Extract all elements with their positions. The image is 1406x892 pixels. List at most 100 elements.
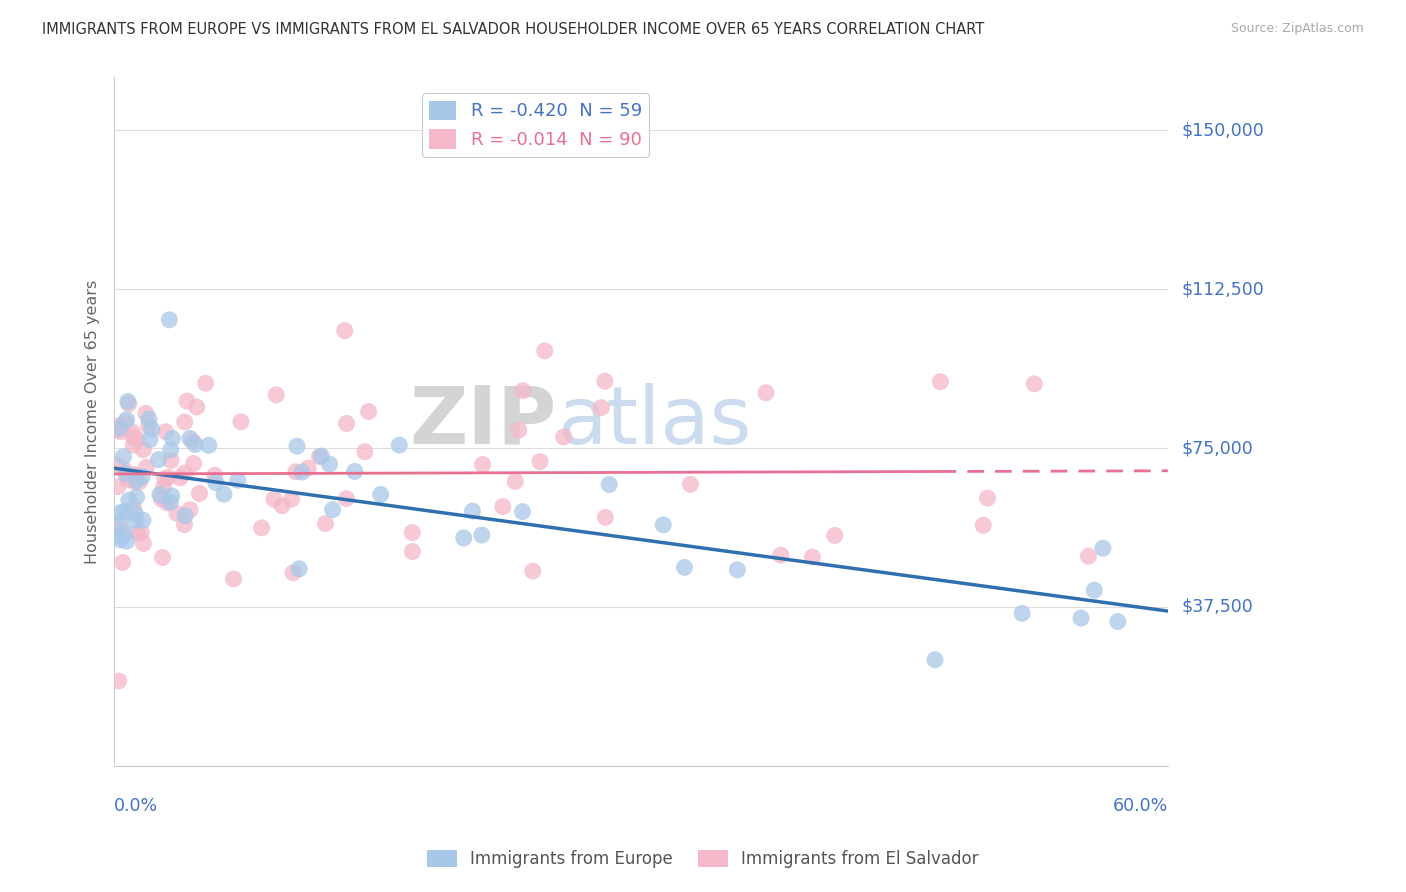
Point xyxy=(115,534,138,549)
Point xyxy=(107,458,129,473)
Point xyxy=(132,513,155,527)
Text: $75,000: $75,000 xyxy=(1181,439,1254,457)
Point xyxy=(194,376,217,391)
Point xyxy=(139,433,162,447)
Point xyxy=(512,384,534,398)
Point xyxy=(471,458,494,472)
Point xyxy=(801,549,824,564)
Point xyxy=(132,536,155,550)
Point xyxy=(972,518,994,533)
Point xyxy=(117,394,139,409)
Point xyxy=(197,438,219,452)
Point xyxy=(149,488,172,502)
Point xyxy=(112,450,135,464)
Point xyxy=(131,525,153,540)
Point xyxy=(122,430,145,444)
Point xyxy=(250,521,273,535)
Point xyxy=(769,548,792,562)
Y-axis label: Householder Income Over 65 years: Householder Income Over 65 years xyxy=(86,279,100,564)
Point xyxy=(173,517,195,532)
Point xyxy=(181,434,204,449)
Point xyxy=(122,438,145,452)
Point xyxy=(124,467,146,482)
Point xyxy=(173,466,195,480)
Point xyxy=(107,423,129,437)
Point xyxy=(124,514,146,528)
Point xyxy=(184,437,207,451)
Point xyxy=(160,489,183,503)
Point xyxy=(183,457,205,471)
Point xyxy=(533,343,555,358)
Point xyxy=(108,421,131,435)
Point xyxy=(157,470,180,484)
Point xyxy=(553,430,575,444)
Point xyxy=(263,492,285,507)
Point xyxy=(353,444,375,458)
Point xyxy=(1083,583,1105,598)
Point xyxy=(114,505,136,519)
Point xyxy=(522,564,544,578)
Text: $112,500: $112,500 xyxy=(1181,280,1264,298)
Point xyxy=(110,522,132,536)
Point xyxy=(204,468,226,483)
Point xyxy=(1011,607,1033,621)
Point xyxy=(824,528,846,542)
Point xyxy=(976,491,998,505)
Point xyxy=(335,491,357,506)
Point xyxy=(401,544,423,558)
Point xyxy=(114,415,136,429)
Point xyxy=(212,487,235,501)
Text: IMMIGRANTS FROM EUROPE VS IMMIGRANTS FROM EL SALVADOR HOUSEHOLDER INCOME OVER 65: IMMIGRANTS FROM EUROPE VS IMMIGRANTS FRO… xyxy=(42,22,984,37)
Point xyxy=(1091,541,1114,556)
Text: atlas: atlas xyxy=(557,383,751,460)
Point xyxy=(174,508,197,523)
Point xyxy=(153,472,176,486)
Point xyxy=(280,492,302,507)
Point xyxy=(159,442,181,457)
Point xyxy=(529,454,551,468)
Point xyxy=(173,415,195,429)
Point xyxy=(125,474,148,488)
Text: $150,000: $150,000 xyxy=(1181,121,1264,139)
Point xyxy=(503,475,526,489)
Point xyxy=(118,493,141,508)
Point xyxy=(492,500,515,514)
Point xyxy=(333,324,356,338)
Point xyxy=(755,385,778,400)
Point xyxy=(127,525,149,540)
Point xyxy=(162,432,184,446)
Point xyxy=(508,423,530,437)
Point xyxy=(152,481,174,495)
Point xyxy=(335,417,357,431)
Point xyxy=(343,465,366,479)
Point xyxy=(131,469,153,483)
Point xyxy=(176,394,198,409)
Point xyxy=(125,490,148,504)
Point xyxy=(652,517,675,532)
Point xyxy=(679,477,702,491)
Text: ZIP: ZIP xyxy=(409,383,557,460)
Point xyxy=(725,563,748,577)
Point xyxy=(114,463,136,477)
Point xyxy=(471,528,494,542)
Point xyxy=(284,465,307,479)
Point xyxy=(128,475,150,489)
Point xyxy=(115,413,138,427)
Point xyxy=(157,313,180,327)
Point xyxy=(107,673,129,688)
Point xyxy=(285,439,308,453)
Point xyxy=(1024,376,1046,391)
Point xyxy=(135,406,157,420)
Point xyxy=(114,467,136,481)
Point xyxy=(166,507,188,521)
Point xyxy=(595,510,617,524)
Point xyxy=(322,502,344,516)
Point xyxy=(311,449,333,463)
Point xyxy=(401,525,423,540)
Point xyxy=(204,475,226,490)
Point xyxy=(591,401,613,415)
Point xyxy=(1077,549,1099,563)
Point xyxy=(461,504,484,518)
Point xyxy=(111,556,134,570)
Point xyxy=(593,374,616,388)
